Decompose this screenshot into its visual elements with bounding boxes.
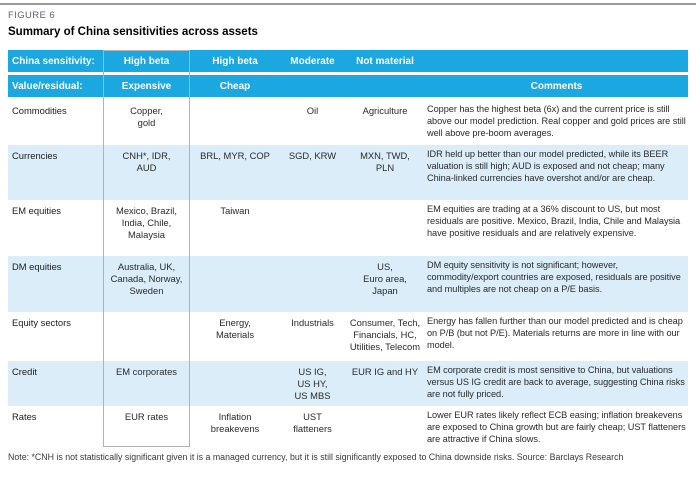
cell-moderate: US IG, US HY, US MBS [294,366,331,401]
cell-high-beta-expensive: EM corporates [116,366,177,377]
cell-high-beta-cheap [190,361,280,406]
header-high-beta-expensive: High beta [103,50,190,72]
header-comments-spacer [425,50,688,72]
cell-comments: Energy has fallen further than our model… [427,316,683,350]
row-label: DM equities [12,261,62,272]
cell-comments: Copper has the highest beta (6x) and the… [427,104,686,138]
cell-comments: EM corporate credit is most sensitive to… [427,365,685,399]
cell-high-beta-expensive: Mexico, Brazil, India, Chile, Malaysia [116,205,177,240]
header-value-residual: Value/residual: [8,75,103,97]
cell-high-beta-expensive: Copper, gold [130,105,163,128]
figure-label: FIGURE 6 [8,10,56,21]
cell-moderate: UST flatteners [293,411,332,434]
header-spacer-not-material [345,75,425,97]
cell-high-beta-cheap [190,100,280,145]
header-row-value-residual: Value/residual: Expensive Cheap Comments [8,75,688,97]
cell-not-material [345,406,425,449]
row-label: Rates [12,411,37,422]
cell-high-beta-expensive: Australia, UK, Canada, Norway, Sweden [110,261,183,296]
table-row-equity-sectors: Equity sectors Energy, Materials Industr… [8,312,688,361]
header-moderate: Moderate [280,50,345,72]
cell-high-beta-cheap [190,256,280,312]
cell-comments: IDR held up better than our model predic… [427,149,669,183]
table-row-commodities: Commodities Copper, gold Oil Agriculture… [8,100,688,145]
cell-high-beta-expensive: EUR rates [124,411,169,422]
cell-high-beta-expensive [103,312,190,361]
row-label: EM equities [12,205,61,216]
table-row-dm-equities: DM equities Australia, UK, Canada, Norwa… [8,256,688,312]
cell-moderate: SGD, KRW [288,150,337,161]
cell-high-beta-cheap: Inflation breakevens [210,411,260,434]
footnote: Note: *CNH is not statistically signific… [8,452,624,462]
header-expensive: Expensive [103,75,190,97]
header-row-sensitivity: China sensitivity: High beta High beta M… [8,50,688,72]
row-label: Commodities [12,105,67,116]
cell-not-material: Consumer, Tech, Financials, HC, Utilitie… [349,317,421,352]
row-label: Credit [12,366,38,377]
cell-comments: DM equity sensitivity is not significant… [427,260,681,294]
cell-not-material: EUR IG and HY [351,366,419,377]
cell-not-material: US, Euro area, Japan [363,261,407,296]
cell-moderate [280,200,345,256]
cell-not-material: MXN, TWD, PLN [360,150,410,173]
cell-comments: Lower EUR rates likely reflect ECB easin… [427,410,686,444]
header-cheap: Cheap [190,75,280,97]
row-label: Equity sectors [12,317,71,328]
figure-title: Summary of China sensitivities across as… [8,26,258,38]
header-china-sensitivity: China sensitivity: [8,50,103,72]
cell-high-beta-cheap: BRL, MYR, COP [200,150,270,161]
table-row-rates: Rates EUR rates Inflation breakevens UST… [8,406,688,450]
cell-moderate: Industrials [291,317,334,328]
table-row-credit: Credit EM corporates US IG, US HY, US MB… [8,361,688,406]
header-not-material: Not material [345,50,425,72]
header-high-beta-cheap: High beta [190,50,280,72]
cell-not-material: Agriculture [362,105,408,116]
table-row-em-equities: EM equities Mexico, Brazil, India, Chile… [8,200,688,256]
cell-not-material [345,200,425,256]
table-row-currencies: Currencies CNH*, IDR, AUD BRL, MYR, COP … [8,145,688,200]
cell-moderate [280,256,345,312]
header-comments: Comments [425,75,688,97]
cell-moderate: Oil [306,105,319,116]
header-spacer-moderate [280,75,345,97]
row-label: Currencies [12,150,58,161]
top-rule [0,3,696,5]
cell-high-beta-cheap: Taiwan [220,205,250,216]
cell-high-beta-cheap: Energy, Materials [215,317,255,340]
cell-comments: EM equities are trading at a 36% discoun… [427,204,681,238]
sensitivity-table: China sensitivity: High beta High beta M… [8,50,688,450]
cell-high-beta-expensive: CNH*, IDR, AUD [122,150,171,173]
